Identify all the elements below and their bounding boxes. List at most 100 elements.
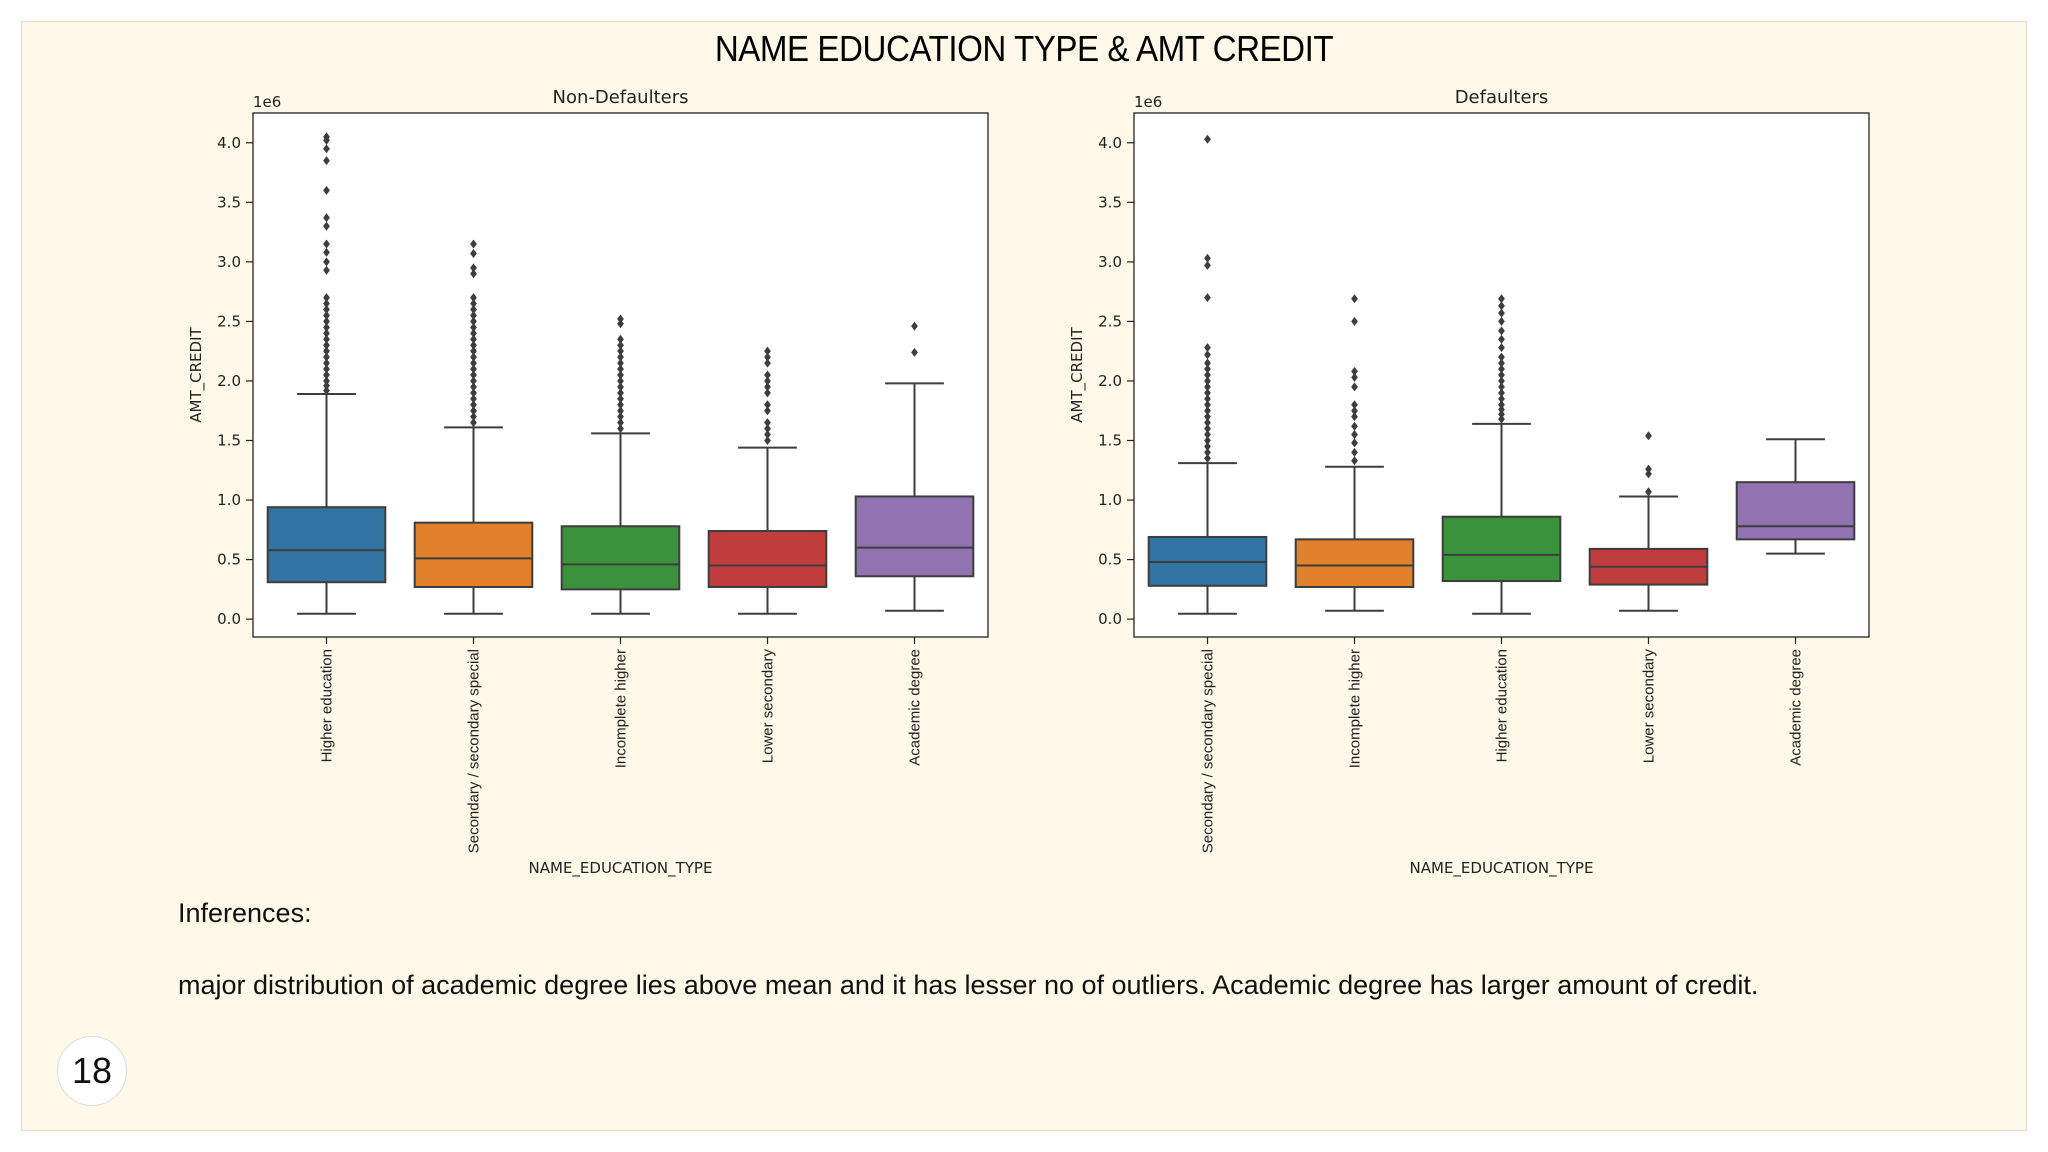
- outlier-point: [617, 394, 624, 404]
- outlier-point: [323, 340, 330, 350]
- outlier-point: [911, 321, 918, 331]
- outlier-point: [1498, 405, 1505, 415]
- outlier-point: [1498, 308, 1505, 318]
- outlier-point: [1498, 301, 1505, 311]
- outlier-point: [1204, 394, 1211, 404]
- outlier-point: [1204, 370, 1211, 380]
- x-tick-label: Lower secondary: [760, 649, 777, 764]
- outlier-point: [323, 381, 330, 391]
- y-tick-label: 0.0: [1098, 610, 1122, 628]
- outlier-point: [1204, 412, 1211, 422]
- outlier-point: [1204, 400, 1211, 410]
- outlier-point: [1204, 376, 1211, 386]
- outlier-point: [470, 305, 477, 314]
- outlier-point: [470, 382, 477, 392]
- outlier-point: [764, 436, 771, 445]
- inference-heading: Inferences:: [178, 898, 312, 928]
- y-axis-label: AMT_CREDIT: [1068, 326, 1087, 422]
- y-tick-label: 3.0: [1098, 253, 1122, 271]
- outlier-point: [1498, 294, 1505, 304]
- y-axis-label: AMT_CREDIT: [187, 326, 206, 422]
- outlier-point: [1204, 134, 1211, 144]
- chart-title: Defaulters: [1455, 87, 1549, 108]
- outlier-point: [1351, 456, 1358, 466]
- outlier-point: [323, 213, 330, 223]
- x-tick-label: Lower secondary: [1641, 649, 1658, 764]
- outlier-point: [323, 352, 330, 362]
- y-tick-label: 1.5: [217, 432, 241, 450]
- outlier-point: [1498, 388, 1505, 398]
- outlier-point: [470, 370, 477, 380]
- outlier-point: [470, 352, 477, 362]
- outlier-point: [617, 424, 624, 434]
- outlier-point: [323, 257, 330, 267]
- outlier-point: [1351, 366, 1358, 376]
- outlier-point: [1204, 453, 1211, 463]
- outlier-point: [323, 132, 330, 142]
- y-tick-label: 1.5: [1098, 432, 1122, 450]
- outlier-point: [470, 364, 477, 374]
- outlier-point: [1351, 294, 1358, 304]
- outlier-point: [764, 418, 771, 428]
- y-tick-label: 1.0: [1098, 491, 1122, 509]
- y-tick-label: 3.5: [1098, 193, 1122, 211]
- outlier-point: [764, 370, 771, 380]
- outlier-point: [470, 406, 477, 416]
- outlier-point: [470, 269, 477, 279]
- outlier-point: [764, 382, 771, 392]
- y-tick-label: 0.5: [1098, 551, 1122, 569]
- outlier-point: [1645, 431, 1652, 441]
- outlier-point: [470, 249, 477, 259]
- outlier-point: [470, 346, 477, 356]
- x-tick-label: Academic degree: [1788, 649, 1805, 766]
- outlier-point: [911, 347, 918, 357]
- outlier-point: [617, 319, 624, 329]
- outlier-point: [1351, 438, 1358, 448]
- y-tick-label: 0.0: [217, 610, 241, 628]
- outlier-point: [323, 221, 330, 231]
- outlier-point: [1498, 364, 1505, 374]
- outlier-point: [1204, 388, 1211, 398]
- outlier-point: [323, 144, 330, 154]
- outlier-point: [470, 334, 477, 344]
- outlier-point: [470, 412, 477, 422]
- x-tick-label: Higher education: [319, 649, 336, 762]
- outlier-point: [323, 316, 330, 326]
- outlier-point: [1498, 400, 1505, 410]
- outlier-point: [323, 328, 330, 338]
- outlier-point: [1204, 293, 1211, 303]
- x-tick-label: Secondary / secondary special: [1200, 649, 1217, 853]
- x-axis-label: NAME_EDUCATION_TYPE: [529, 859, 713, 878]
- y-tick-label: 4.0: [1098, 134, 1122, 152]
- outlier-point: [617, 406, 624, 416]
- outlier-point: [1645, 487, 1652, 497]
- outlier-point: [323, 364, 330, 374]
- y-tick-label: 0.5: [217, 551, 241, 569]
- outlier-point: [1204, 382, 1211, 392]
- outlier-point: [764, 352, 771, 362]
- y-axis-multiplier: 1e6: [1134, 93, 1162, 111]
- outlier-point: [470, 400, 477, 410]
- outlier-point: [617, 412, 624, 422]
- outlier-point: [1498, 382, 1505, 392]
- box: [1735, 481, 1856, 541]
- outlier-point: [470, 299, 477, 309]
- outlier-point: [617, 314, 624, 324]
- outlier-point: [470, 388, 477, 398]
- outlier-point: [1498, 394, 1505, 404]
- outlier-point: [470, 322, 477, 332]
- y-axis-multiplier: 1e6: [253, 93, 281, 111]
- outlier-point: [323, 293, 330, 303]
- outlier-point: [764, 424, 771, 434]
- outlier-point: [1498, 358, 1505, 368]
- outlier-point: [617, 346, 624, 356]
- outlier-point: [617, 418, 624, 428]
- outlier-point: [1204, 447, 1211, 457]
- outlier-point: [617, 388, 624, 398]
- outlier-point: [1204, 418, 1211, 428]
- x-tick-label: Academic degree: [907, 649, 924, 766]
- outlier-point: [470, 239, 477, 249]
- outlier-point: [1351, 412, 1358, 422]
- y-tick-label: 1.0: [217, 491, 241, 509]
